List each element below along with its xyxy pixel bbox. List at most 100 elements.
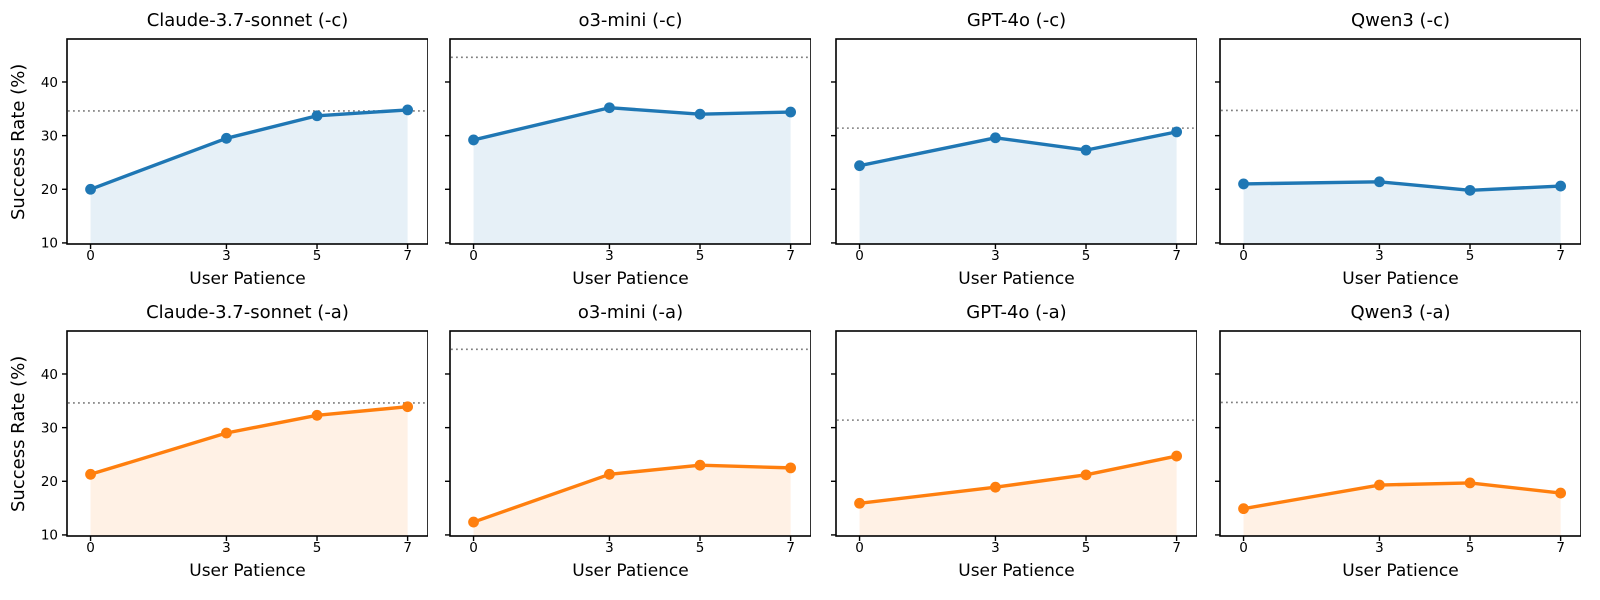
y-tick-label: 10 xyxy=(41,528,58,544)
data-point-marker xyxy=(221,132,232,144)
subplot-title: o3-mini (-c) xyxy=(578,10,683,31)
data-point-marker xyxy=(1171,126,1183,138)
plot-canvas: 0 3 5 7 xyxy=(1215,330,1581,556)
x-tick-label: 5 xyxy=(313,540,322,556)
axis-frame xyxy=(1219,38,1581,245)
x-tick-label: 3 xyxy=(1375,248,1384,264)
x-axis-label: User Patience xyxy=(189,561,306,581)
data-point-marker xyxy=(85,468,96,480)
data-point-marker xyxy=(1171,450,1183,462)
data-point-marker xyxy=(402,401,414,413)
data-point-marker xyxy=(694,108,706,120)
x-axis-label: User Patience xyxy=(958,561,1075,581)
y-tick-label: 30 xyxy=(41,128,58,144)
data-point-marker xyxy=(1080,469,1092,481)
x-tick-label: 7 xyxy=(1172,540,1181,556)
x-tick-label: 7 xyxy=(403,540,412,556)
x-tick-label: 5 xyxy=(696,248,705,264)
axis-frame xyxy=(66,38,428,245)
plot-canvas: 0 3 5 7 10 20 30 40 xyxy=(41,38,428,264)
series-fill xyxy=(90,109,408,245)
subplot-gpt-4o-c: GPT-4o (-c) 0 3 5 7 User Patience xyxy=(800,6,1197,292)
series-fill xyxy=(1243,181,1561,244)
x-tick-label: 3 xyxy=(605,248,614,264)
data-point-marker xyxy=(311,110,323,122)
data-point-marker xyxy=(785,106,797,118)
subplot-title: Claude-3.7-sonnet (-a) xyxy=(146,302,349,323)
plot-canvas: 0 3 5 7 xyxy=(1215,38,1581,264)
series-fill xyxy=(473,465,791,536)
subplot-gpt-4o-a: GPT-4o (-a) 0 3 5 7 User Patience xyxy=(800,298,1197,584)
series-fill xyxy=(1243,482,1561,536)
x-axis-label: User Patience xyxy=(1342,269,1459,289)
x-tick-label: 3 xyxy=(1375,540,1384,556)
axis-frame xyxy=(835,330,1197,537)
x-tick-label: 0 xyxy=(86,248,95,264)
plot-canvas: 0 3 5 7 xyxy=(831,38,1197,264)
x-tick-label: 3 xyxy=(991,540,1000,556)
data-point-marker xyxy=(785,462,797,474)
x-tick-label: 7 xyxy=(1556,540,1565,556)
data-point-marker xyxy=(604,468,615,480)
x-tick-label: 0 xyxy=(855,540,864,556)
series-fill xyxy=(859,131,1177,244)
y-tick-label: 30 xyxy=(41,420,58,436)
data-point-marker xyxy=(468,516,479,528)
plot-canvas: 0 3 5 7 xyxy=(831,330,1197,556)
data-point-marker xyxy=(1464,184,1476,196)
subplot-qwen3-a: Qwen3 (-a) 0 3 5 7 User Patience xyxy=(1184,298,1581,584)
data-point-marker xyxy=(1555,180,1567,192)
subplot-title: Claude-3.7-sonnet (-c) xyxy=(146,10,349,31)
data-point-marker xyxy=(311,409,323,421)
series-line xyxy=(1241,180,1563,193)
axis-frame xyxy=(449,38,811,245)
data-point-marker xyxy=(85,183,96,195)
x-tick-label: 0 xyxy=(86,540,95,556)
y-tick-label: 40 xyxy=(41,367,58,383)
x-tick-label: 5 xyxy=(696,540,705,556)
x-tick-label: 0 xyxy=(1239,540,1248,556)
x-tick-label: 0 xyxy=(1239,248,1248,264)
axis-frame xyxy=(66,330,428,537)
x-tick-label: 7 xyxy=(1556,248,1565,264)
plot-canvas: 0 3 5 7 10 20 30 40 xyxy=(41,330,428,556)
x-axis-label: User Patience xyxy=(572,269,689,289)
plot-canvas: 0 3 5 7 xyxy=(445,330,811,556)
subplot-claude-3-7-sonnet-a: Claude-3.7-sonnet (-a) 0 3 5 7 10 20 30 40 User… xyxy=(31,298,428,584)
series-line xyxy=(471,106,793,142)
series-line xyxy=(88,405,410,477)
data-point-marker xyxy=(854,160,865,172)
series-line xyxy=(857,130,1179,168)
subplot-title: Qwen3 (-a) xyxy=(1350,302,1451,323)
subplot-title: Qwen3 (-c) xyxy=(1351,10,1450,31)
series-line xyxy=(88,108,410,191)
y-tick-label: 40 xyxy=(41,75,58,91)
data-point-marker xyxy=(1080,144,1092,156)
x-tick-label: 0 xyxy=(855,248,864,264)
x-axis-label: User Patience xyxy=(958,269,1075,289)
x-tick-label: 5 xyxy=(1082,248,1091,264)
x-tick-label: 7 xyxy=(786,540,795,556)
x-axis-label: User Patience xyxy=(1342,561,1459,581)
data-point-marker xyxy=(1555,487,1567,499)
subplot-o3-mini-a: o3-mini (-a) 0 3 5 7 User Patience xyxy=(414,298,811,584)
x-tick-label: 5 xyxy=(1466,540,1475,556)
y-tick-label: 20 xyxy=(41,474,58,490)
x-tick-label: 3 xyxy=(222,540,231,556)
x-tick-label: 7 xyxy=(403,248,412,264)
x-axis-label: User Patience xyxy=(189,269,306,289)
data-point-marker xyxy=(1238,178,1249,190)
x-tick-label: 0 xyxy=(469,540,478,556)
data-point-marker xyxy=(694,459,706,471)
x-tick-label: 3 xyxy=(222,248,231,264)
data-point-marker xyxy=(990,132,1001,144)
x-tick-label: 5 xyxy=(313,248,322,264)
data-point-marker xyxy=(1374,176,1385,188)
series-line xyxy=(471,463,793,524)
data-point-marker xyxy=(1374,479,1385,491)
data-point-marker xyxy=(854,497,865,509)
plot-canvas: 0 3 5 7 xyxy=(445,38,811,264)
x-tick-label: 0 xyxy=(469,248,478,264)
series-fill xyxy=(859,456,1177,536)
x-tick-label: 7 xyxy=(786,248,795,264)
